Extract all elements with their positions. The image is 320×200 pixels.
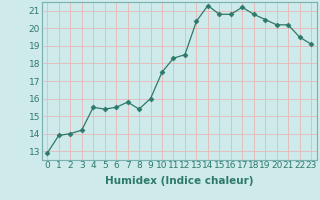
- X-axis label: Humidex (Indice chaleur): Humidex (Indice chaleur): [105, 176, 253, 186]
